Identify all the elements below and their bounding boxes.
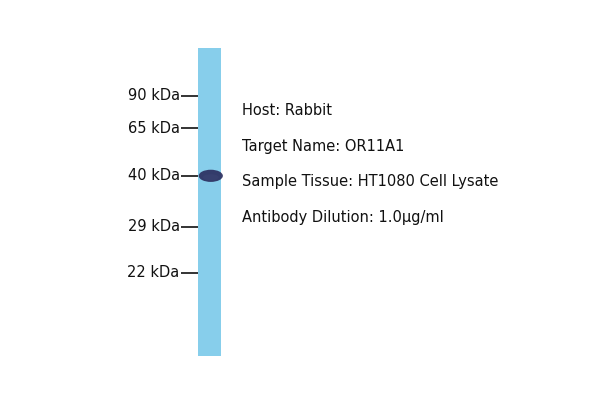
Ellipse shape [199, 170, 223, 182]
Text: Antibody Dilution: 1.0µg/ml: Antibody Dilution: 1.0µg/ml [242, 210, 444, 225]
Text: 65 kDa: 65 kDa [128, 120, 179, 136]
Text: Sample Tissue: HT1080 Cell Lysate: Sample Tissue: HT1080 Cell Lysate [242, 174, 499, 189]
Text: 40 kDa: 40 kDa [128, 168, 179, 183]
Text: 90 kDa: 90 kDa [128, 88, 179, 103]
Text: Target Name: OR11A1: Target Name: OR11A1 [242, 139, 405, 154]
Ellipse shape [203, 174, 218, 180]
Text: 29 kDa: 29 kDa [128, 219, 179, 234]
Text: 22 kDa: 22 kDa [127, 265, 179, 280]
Text: Host: Rabbit: Host: Rabbit [242, 104, 332, 118]
Bar [198, 48, 221, 356]
